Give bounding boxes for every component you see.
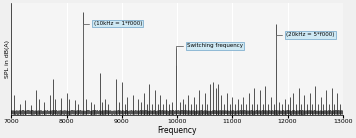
Y-axis label: SPL in dB(A): SPL in dB(A) <box>5 40 10 78</box>
Text: Switching frequency: Switching frequency <box>176 43 243 65</box>
Text: (10kHz = 1*f000): (10kHz = 1*f000) <box>83 21 142 59</box>
X-axis label: Frequency: Frequency <box>157 126 197 135</box>
Text: (20kHz = 5*f000): (20kHz = 5*f000) <box>277 32 335 59</box>
